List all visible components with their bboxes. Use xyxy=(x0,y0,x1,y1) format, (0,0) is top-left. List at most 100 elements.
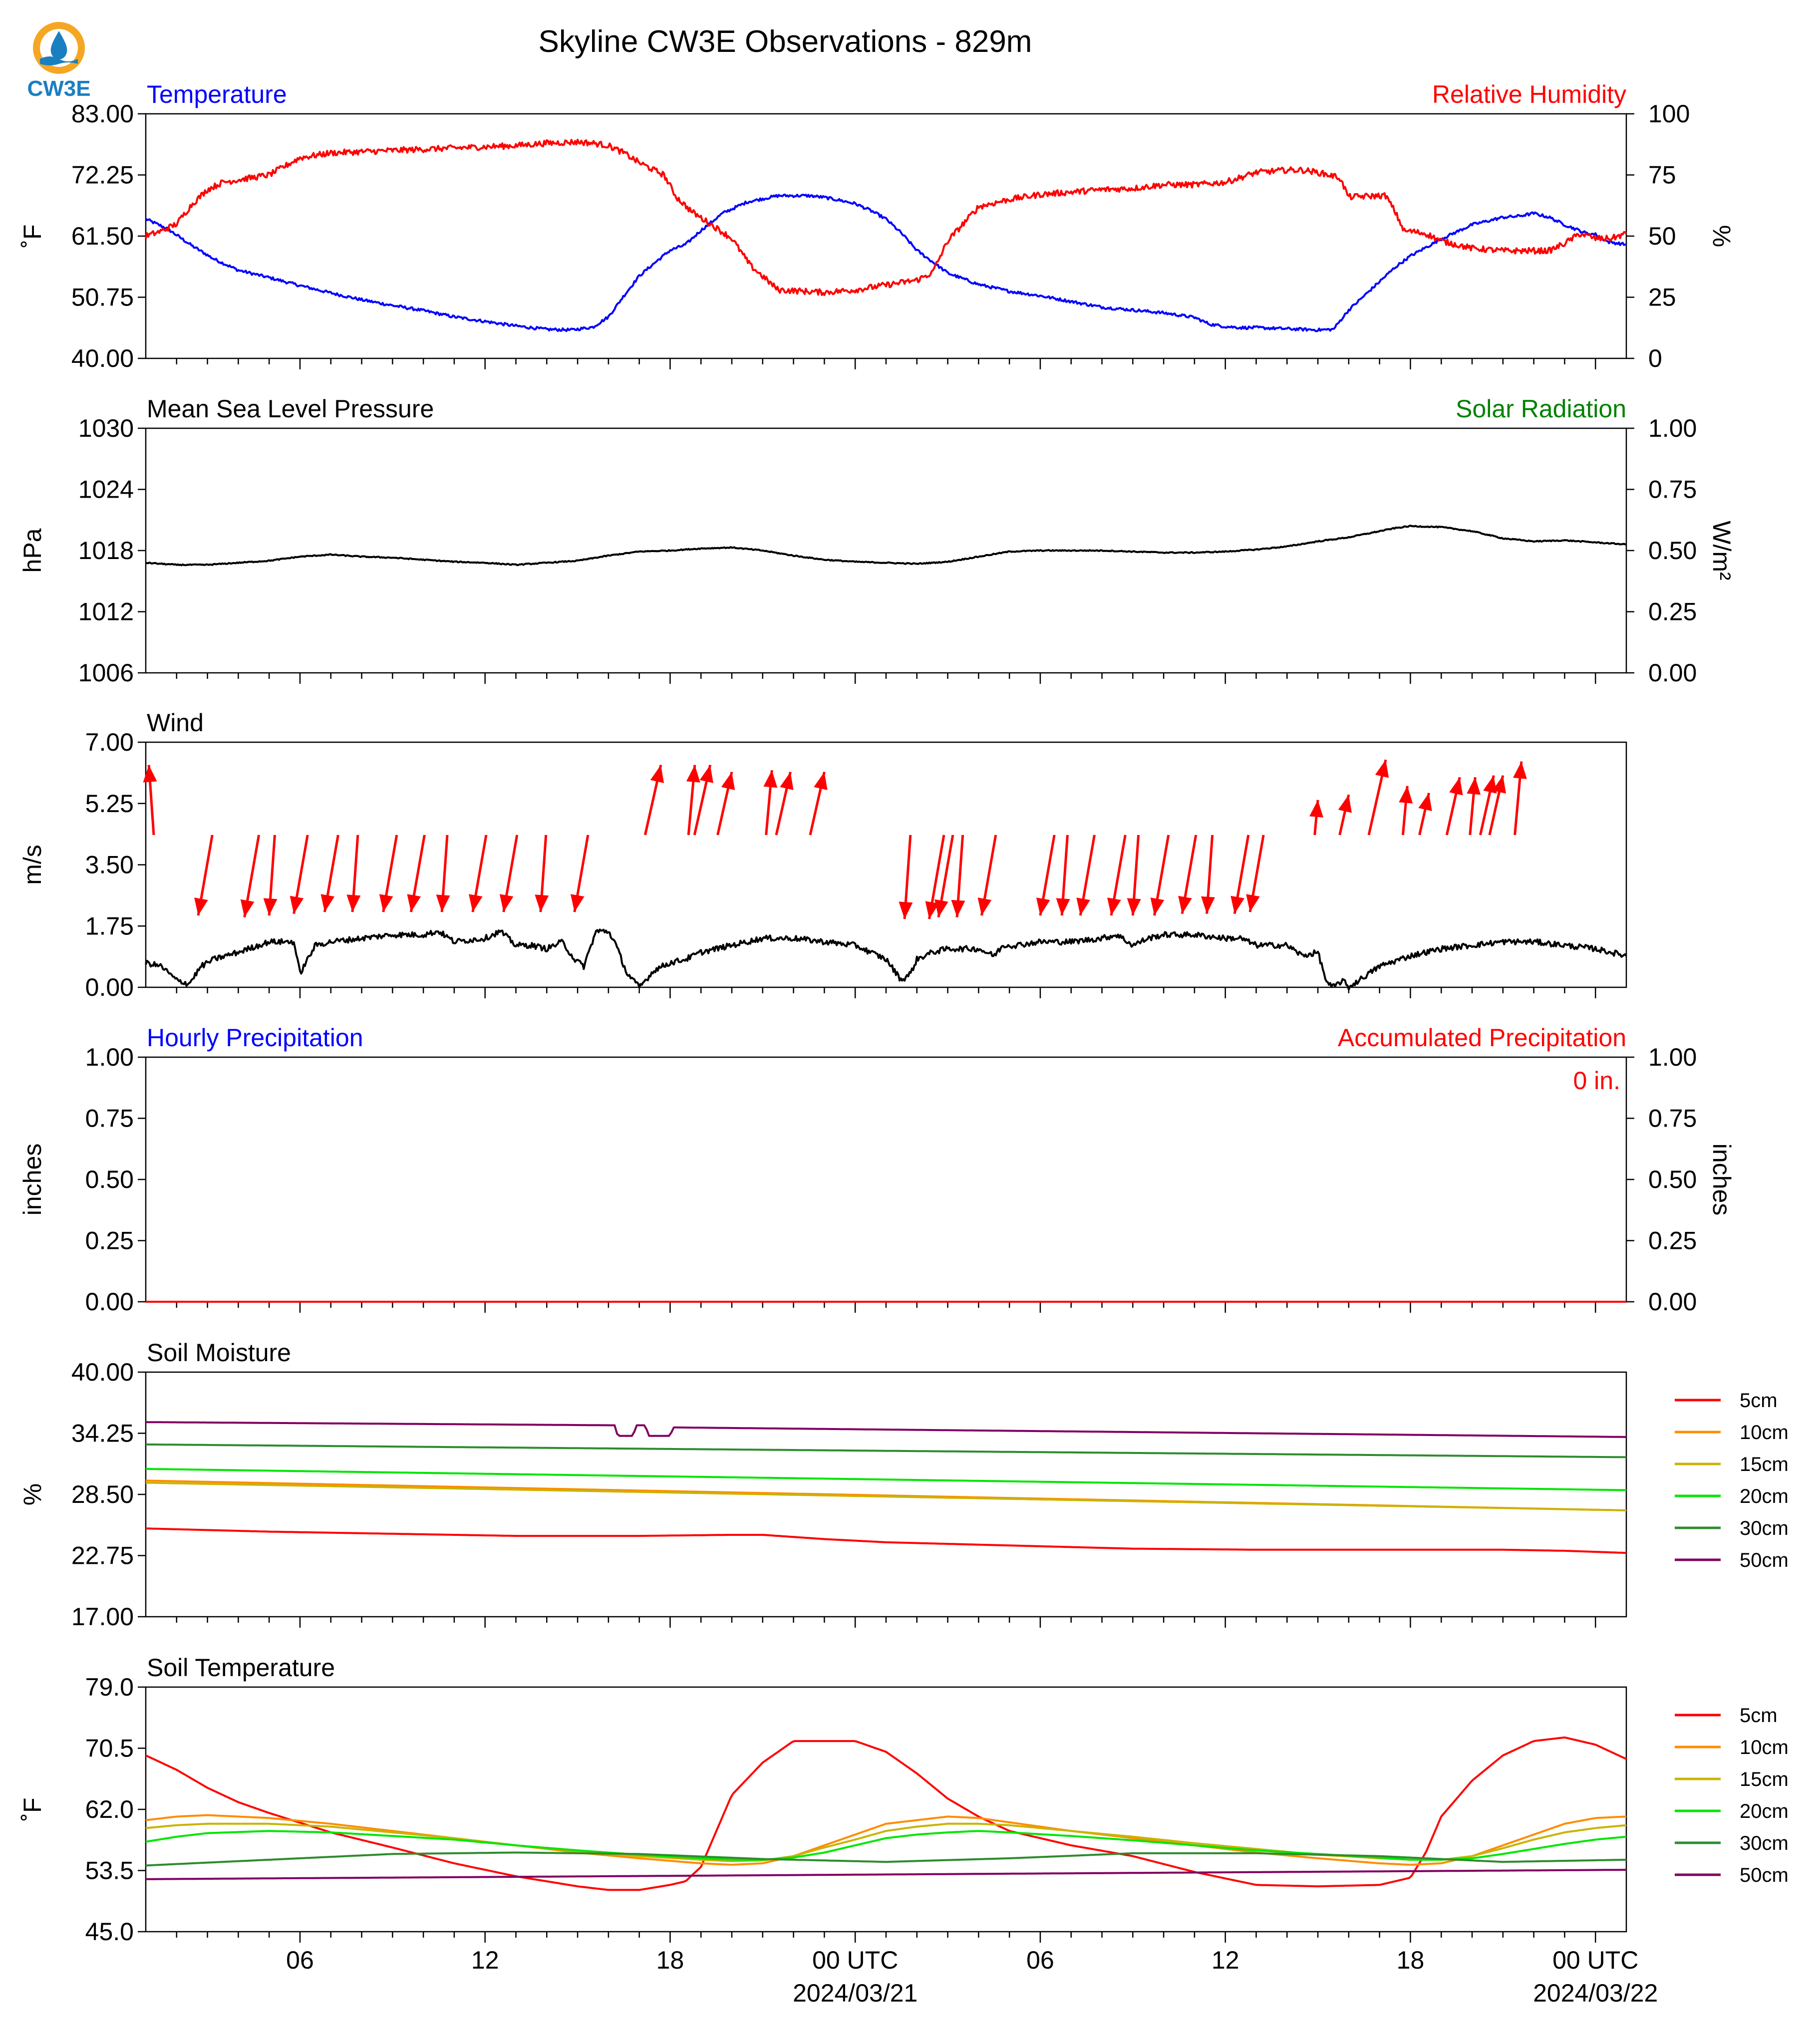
ytick-label-right: 0.50 xyxy=(1648,1165,1697,1193)
ytick-label-right: 0.25 xyxy=(1648,598,1697,626)
xtick-label: 00 UTC xyxy=(812,1946,898,1974)
wind-arrow-head xyxy=(814,772,828,790)
ytick-label-right: 0.75 xyxy=(1648,1105,1697,1133)
legend-label: 20cm xyxy=(1740,1485,1789,1507)
series-line-30cm xyxy=(145,1851,1627,1867)
ytick-label-right: 75 xyxy=(1648,161,1676,189)
xtick-label: 06 xyxy=(1026,1946,1054,1974)
ylabel-left: m/s xyxy=(18,845,46,885)
ytick-label: 40.00 xyxy=(71,344,134,372)
wind-arrow-head xyxy=(194,897,208,916)
panel-pressure: Mean Sea Level Pressure Solar Radiation 10… xyxy=(18,395,1736,687)
panel-title-right: Relative Humidity xyxy=(1432,80,1626,108)
xtick-label: 06 xyxy=(286,1946,314,1974)
panel-soil-moisture: Soil Moisture 40.00 34.25 28.50 22.75 17.00% 5… xyxy=(18,1339,1789,1631)
ylabel-right: W/m² xyxy=(1708,521,1736,580)
ytick-label: 1024 xyxy=(78,476,134,504)
legend-label: 10cm xyxy=(1740,1737,1789,1758)
xtick-date-label: 2024/03/21 xyxy=(793,1979,917,2007)
ytick-label: 72.25 xyxy=(71,161,134,189)
legend-label: 15cm xyxy=(1740,1453,1789,1475)
ytick-label: 17.00 xyxy=(71,1603,134,1631)
wind-arrow-head xyxy=(1230,895,1244,914)
ylabel-left: ˚F xyxy=(18,224,46,248)
wind-arrow-head xyxy=(977,897,992,916)
wind-arrow-head xyxy=(699,765,713,783)
panel-title-right: Accumulated Precipitation xyxy=(1338,1024,1626,1052)
ytick-label: 7.00 xyxy=(85,728,134,756)
wind-arrow-head xyxy=(320,894,335,912)
ytick-label-right: 0.50 xyxy=(1648,537,1697,565)
ytick-label: 34.25 xyxy=(71,1420,134,1448)
series-line-30cm xyxy=(146,1443,1626,1458)
wind-arrow-head xyxy=(780,772,794,790)
wind-arrow-head xyxy=(1338,795,1352,813)
wind-arrow-head xyxy=(436,894,450,912)
cw3e-logo: CW3E xyxy=(27,22,91,101)
wind-arrow-head xyxy=(1150,897,1165,916)
ytick-label-right: 1.00 xyxy=(1648,414,1697,442)
xtick-label: 12 xyxy=(1212,1946,1239,1974)
ylabel-left: ˚F xyxy=(18,1797,46,1821)
ytick-label: 1.00 xyxy=(85,1043,134,1071)
wind-arrow-head xyxy=(469,894,483,912)
panel-title-right: Solar Radiation xyxy=(1456,395,1626,423)
wind-arrow-head xyxy=(1201,896,1215,914)
wind-arrow-head xyxy=(499,894,514,912)
xtick-date-label: 2024/03/22 xyxy=(1533,1979,1658,2007)
wind-arrow-head xyxy=(535,894,549,912)
figure-title: Skyline CW3E Observations - 829m xyxy=(539,24,1032,59)
wind-arrow-head xyxy=(1246,894,1260,912)
wind-arrow-head xyxy=(721,772,735,790)
accumulated-annotation: 0 in. xyxy=(1573,1067,1620,1095)
panel-precipitation: Hourly Precipitation Accumulated Precipit… xyxy=(18,1024,1736,1316)
xtick-label: 18 xyxy=(656,1946,684,1974)
ytick-label: 0.25 xyxy=(85,1227,134,1255)
logo-text: CW3E xyxy=(27,76,90,101)
ytick-label: 1018 xyxy=(78,537,134,565)
ytick-label-right: 0.00 xyxy=(1648,1288,1697,1316)
xtick-label: 00 UTC xyxy=(1552,1946,1638,1974)
wind-arrow-head xyxy=(379,894,393,912)
series-line-wind xyxy=(145,928,1627,991)
wind-arrow-head xyxy=(290,895,304,914)
ylabel-right: % xyxy=(1708,225,1736,247)
series-line-10cm xyxy=(145,1814,1627,1866)
wind-arrow-head xyxy=(1375,760,1389,778)
wind-arrow-head xyxy=(1449,777,1463,796)
wind-arrow-head xyxy=(570,894,585,912)
ylabel-left: inches xyxy=(18,1144,46,1216)
wind-arrow-head xyxy=(1309,800,1323,818)
xtick-label: 18 xyxy=(1397,1946,1425,1974)
panel-title-left: Hourly Precipitation xyxy=(147,1024,363,1052)
series-line-relative-humidity xyxy=(145,138,1627,296)
ytick-label-right: 25 xyxy=(1648,284,1676,311)
wind-arrow-head xyxy=(1467,777,1481,795)
wind-arrow-head xyxy=(263,898,278,916)
ytick-label: 0.50 xyxy=(85,1165,134,1193)
legend-label: 5cm xyxy=(1740,1390,1778,1412)
ylabel-left: % xyxy=(18,1483,46,1505)
wind-arrow-head xyxy=(1513,761,1527,779)
ytick-label-right: 1.00 xyxy=(1648,1043,1697,1071)
legend-label: 10cm xyxy=(1740,1422,1789,1444)
wind-arrow-head xyxy=(1483,775,1497,794)
panel-title-left: Soil Moisture xyxy=(147,1339,291,1367)
wind-arrow-head xyxy=(143,765,157,783)
logo-wave xyxy=(40,56,78,65)
panel-title-left: Wind xyxy=(147,709,204,737)
ytick-label: 0.00 xyxy=(85,973,134,1001)
wind-arrow-head xyxy=(1492,775,1507,794)
series-line-15cm xyxy=(145,1481,1627,1511)
ytick-label-right: 0.75 xyxy=(1648,476,1697,504)
legend-label: 30cm xyxy=(1740,1832,1789,1854)
ytick-label: 50.75 xyxy=(71,284,134,311)
ytick-label: 62.0 xyxy=(85,1795,134,1823)
ytick-label: 3.50 xyxy=(85,851,134,879)
series-line-20cm xyxy=(145,1830,1627,1861)
series-line-20cm xyxy=(146,1467,1627,1491)
series-line-50cm xyxy=(146,1869,1626,1880)
ytick-label: 0.00 xyxy=(85,1288,134,1316)
series-line-temperature xyxy=(145,193,1627,332)
